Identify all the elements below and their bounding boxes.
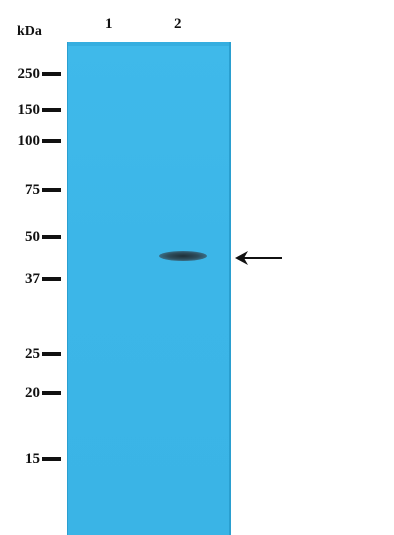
marker-50-tick	[42, 235, 61, 239]
marker-15-tick	[42, 457, 61, 461]
protein-band	[159, 251, 207, 261]
blot-membrane	[67, 42, 231, 535]
marker-100-tick	[42, 139, 61, 143]
marker-150: 150	[0, 102, 64, 118]
marker-75-tick	[42, 188, 61, 192]
marker-150-label: 150	[17, 102, 41, 118]
marker-150-tick	[42, 108, 61, 112]
marker-15-label: 15	[25, 451, 40, 467]
marker-100-label: 100	[17, 133, 41, 149]
membrane-edge	[68, 42, 229, 46]
marker-250-label: 250	[17, 66, 41, 82]
marker-100: 100	[0, 133, 64, 149]
marker-25: 25	[0, 346, 64, 362]
marker-75: 75	[0, 182, 64, 198]
marker-37-tick	[42, 277, 61, 281]
unit-label: kDa	[17, 24, 42, 39]
marker-250-tick	[42, 72, 61, 76]
marker-250: 250	[0, 66, 64, 82]
marker-20-tick	[42, 391, 61, 395]
marker-37-label: 37	[25, 271, 40, 287]
marker-20-label: 20	[25, 385, 40, 401]
marker-25-tick	[42, 352, 61, 356]
marker-50: 50	[0, 229, 64, 245]
marker-20: 20	[0, 385, 64, 401]
lane-2-label: 2	[174, 16, 182, 32]
marker-15: 15	[0, 451, 64, 467]
lane-1-label: 1	[105, 16, 113, 32]
left-arrow-icon	[235, 251, 282, 265]
marker-37: 37	[0, 271, 64, 287]
marker-25-label: 25	[25, 346, 40, 362]
marker-50-label: 50	[25, 229, 40, 245]
marker-75-label: 75	[25, 182, 40, 198]
